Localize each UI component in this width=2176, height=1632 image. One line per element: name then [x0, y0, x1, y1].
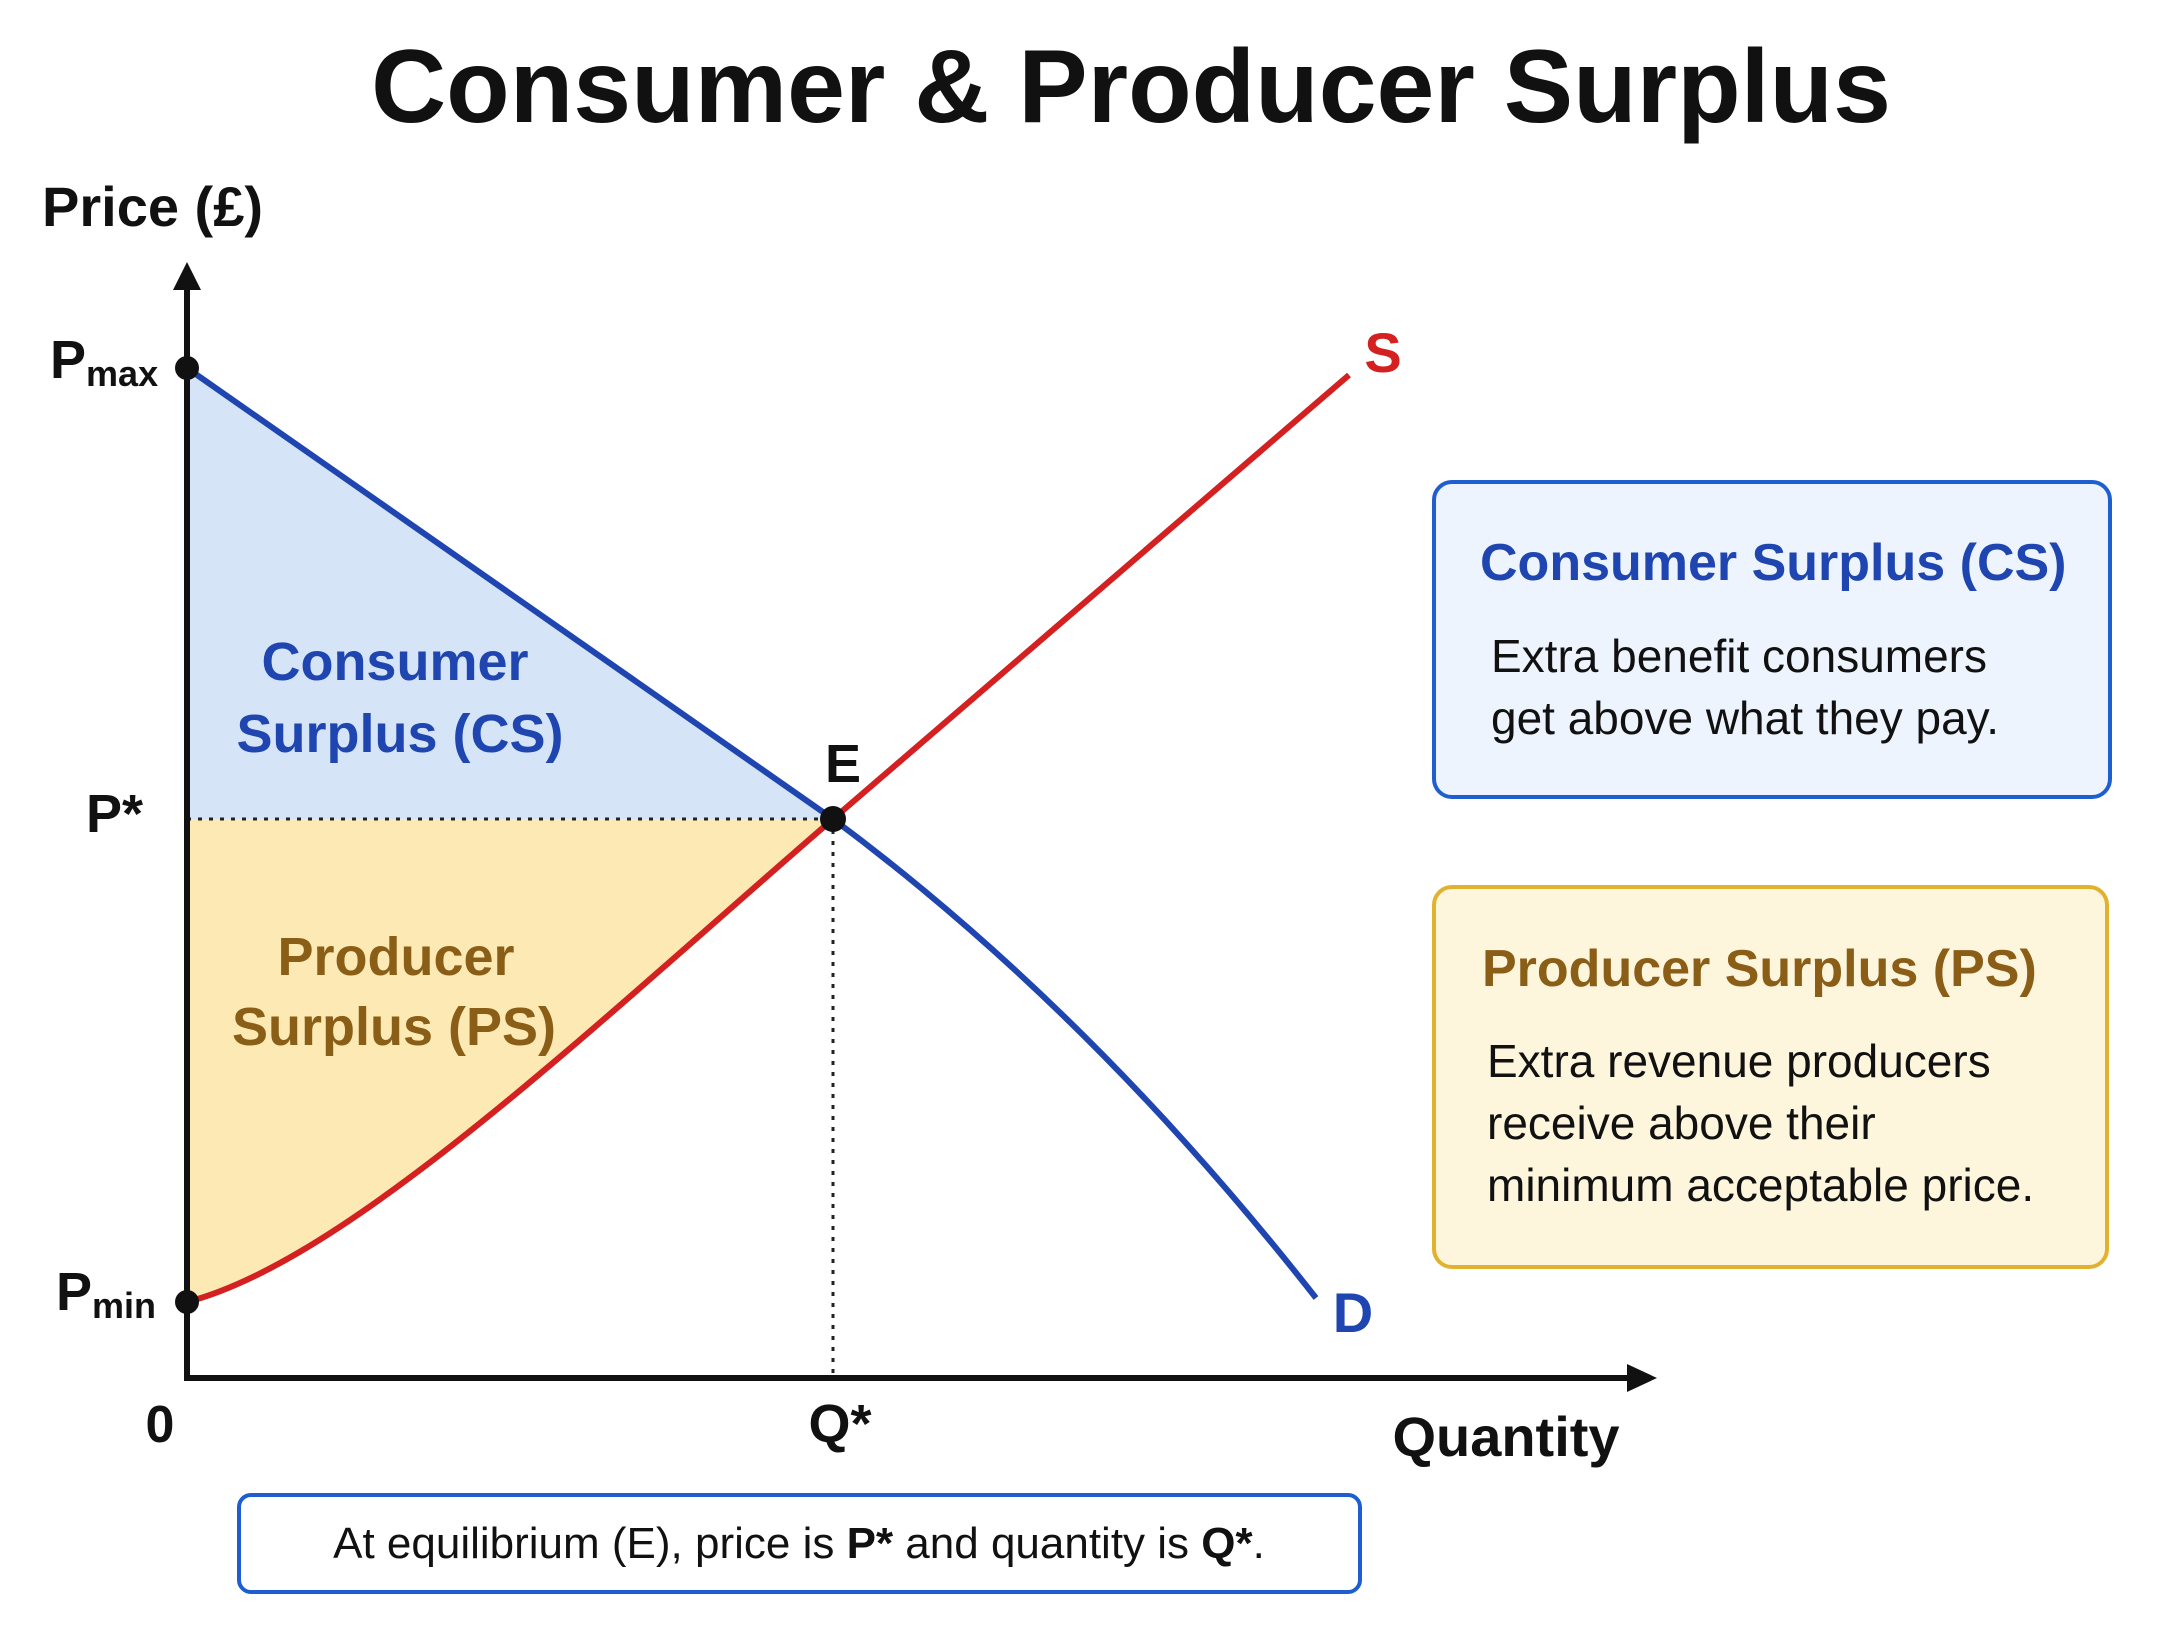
equilibrium-label: E [825, 734, 861, 794]
ps-box [1432, 885, 2109, 1269]
pmax-point [175, 356, 199, 380]
footnote-box [237, 1493, 1362, 1594]
cs-area-label: Surplus (CS) [236, 704, 563, 764]
qstar-label: Q* [808, 1394, 871, 1454]
footnote-text: . [1253, 1519, 1265, 1568]
ps-box-text: Extra revenue producers [1487, 1035, 1991, 1087]
y-axis-label: Price (£) [42, 175, 263, 238]
footnote-text: P* [847, 1519, 894, 1568]
footnote-text: and quantity is [893, 1519, 1201, 1568]
pmax-sub: max [86, 353, 158, 394]
title: Consumer & Producer Surplus [371, 29, 1891, 145]
supply-curve [186, 372, 1351, 1305]
x-axis-label: Quantity [1392, 1405, 1619, 1468]
pmax-main: P [50, 330, 86, 390]
ps-box-text: minimum acceptable price. [1487, 1159, 2034, 1211]
producer-surplus-area [187, 819, 833, 1302]
ps-box-text: receive above their [1487, 1097, 1876, 1149]
ps-area-label: Producer [277, 927, 514, 987]
cs-box [1432, 480, 2112, 799]
pstar-label: P* [86, 784, 143, 844]
ps-box-title: Producer Surplus (PS) [1482, 940, 2037, 998]
pmin-label: Pmin [56, 1262, 156, 1326]
footnote: At equilibrium (E), price is P* and quan… [333, 1519, 1265, 1568]
footnote-text: At equilibrium (E), price is [333, 1519, 846, 1568]
pmax-label: Pmax [50, 330, 158, 394]
x-axis-arrow [1627, 1364, 1657, 1392]
demand-curve [185, 365, 1319, 1300]
demand-label: D [1333, 1281, 1373, 1344]
cs-area-label: Consumer [261, 632, 528, 692]
pmin-point [175, 1290, 199, 1314]
pmin-main: P [56, 1262, 92, 1322]
cs-box-text: get above what they pay. [1491, 692, 1999, 744]
equilibrium-point [820, 806, 846, 832]
cs-box-title: Consumer Surplus (CS) [1480, 534, 2067, 592]
cs-box-text: Extra benefit consumers [1491, 630, 1987, 682]
y-axis-arrow [173, 262, 201, 290]
pmin-sub: min [92, 1285, 156, 1326]
ps-area-label: Surplus (PS) [232, 997, 556, 1057]
origin-label: 0 [146, 1396, 175, 1454]
footnote-text: Q* [1201, 1519, 1253, 1568]
supply-label: S [1364, 321, 1401, 384]
